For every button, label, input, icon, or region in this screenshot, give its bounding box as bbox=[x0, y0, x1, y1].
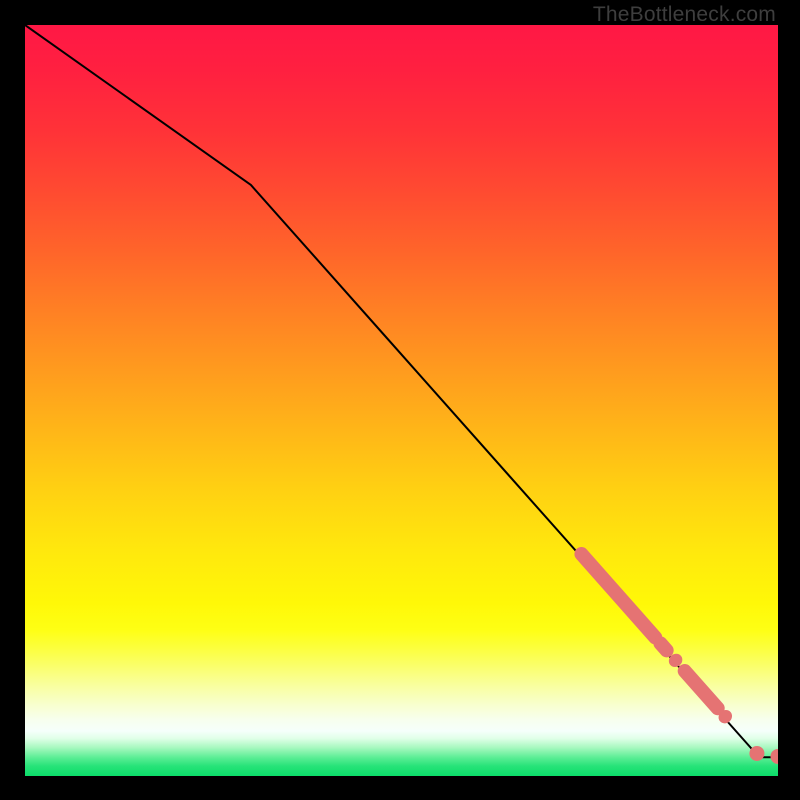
chart-overlay bbox=[25, 25, 778, 776]
marker-circle bbox=[749, 746, 764, 761]
marker-pill bbox=[675, 661, 728, 718]
marker-pill bbox=[572, 544, 666, 647]
plot-area bbox=[25, 25, 778, 776]
marker-circle bbox=[771, 749, 779, 764]
attribution-label: TheBottleneck.com bbox=[593, 3, 776, 27]
